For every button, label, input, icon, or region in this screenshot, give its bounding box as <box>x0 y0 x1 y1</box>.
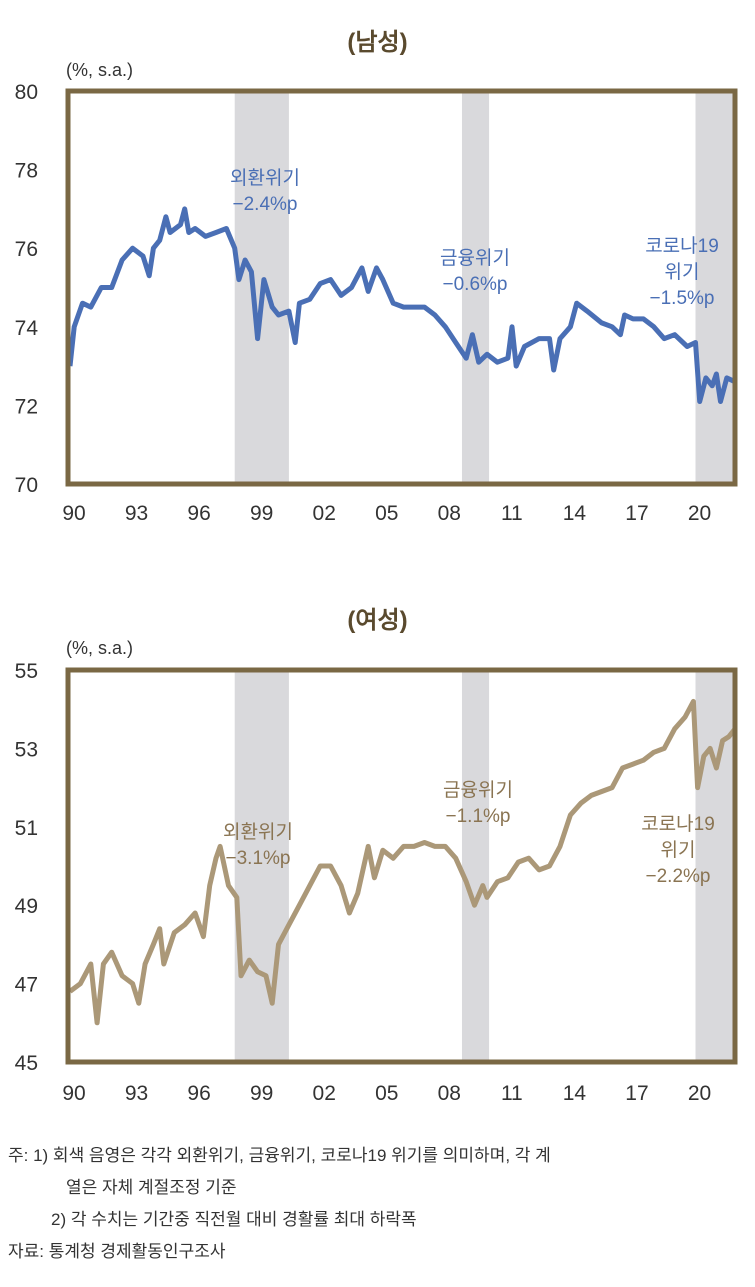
y-tick-label: 47 <box>15 974 38 997</box>
annotation-label: 코로나19 <box>645 236 719 257</box>
female-chart-title: (여성) <box>347 607 408 634</box>
y-tick-label: 74 <box>15 317 39 340</box>
y-tick-label: 55 <box>15 660 38 683</box>
female-unit-label: (%, s.a.) <box>66 638 134 658</box>
male-unit-label: (%, s.a.) <box>66 60 134 80</box>
annotation-label: 금융위기 <box>440 248 510 269</box>
x-tick-label: 17 <box>625 502 648 525</box>
x-tick-label: 11 <box>501 502 523 525</box>
note-1: 주: 1) 회색 음영은 각각 외환위기, 금융위기, 코로나19 위기를 의미… <box>8 1146 551 1165</box>
female-annotation-financial-crisis: 금융위기 −1.1%p <box>418 778 538 830</box>
annotation-value: −1.5%p <box>649 288 715 309</box>
male-chart-title: (남성) <box>347 29 408 56</box>
annotation-label: 외환위기 <box>230 168 300 189</box>
x-tick-label: 93 <box>125 502 148 525</box>
x-tick-label: 08 <box>438 502 461 525</box>
annotation-label: 위기 <box>660 840 696 861</box>
x-tick-label: 14 <box>563 502 587 525</box>
x-tick-label: 90 <box>62 1082 85 1105</box>
x-tick-label: 02 <box>313 502 336 525</box>
female-annotation-covid-crisis: 코로나19 위기 −2.2%p <box>618 812 738 890</box>
footnotes: 주: 1) 회색 음영은 각각 외환위기, 금융위기, 코로나19 위기를 의미… <box>8 1140 551 1268</box>
x-tick-label: 02 <box>313 1082 336 1105</box>
plot-frame <box>65 88 738 487</box>
x-tick-label: 96 <box>187 502 210 525</box>
annotation-label: 코로나19 <box>641 814 715 835</box>
male-annotation-covid-crisis: 코로나19 위기 −1.5%p <box>622 234 742 312</box>
y-tick-label: 80 <box>15 81 38 104</box>
y-tick-label: 76 <box>15 238 38 261</box>
y-tick-label: 72 <box>15 395 38 418</box>
annotation-value: −3.1%p <box>225 848 291 869</box>
y-tick-label: 51 <box>15 817 38 840</box>
y-tick-label: 49 <box>15 895 38 918</box>
source: 자료: 통계청 경제활동인구조사 <box>8 1242 226 1261</box>
x-tick-label: 99 <box>250 1082 273 1105</box>
x-tick-label: 96 <box>187 1082 210 1105</box>
annotation-value: −1.1%p <box>445 806 511 827</box>
x-tick-label: 99 <box>250 502 273 525</box>
annotation-value: −2.2%p <box>645 866 711 887</box>
plot-frame <box>65 667 738 1065</box>
note-1-continued: 열은 자체 계절조정 기준 <box>66 1178 237 1197</box>
series-line <box>67 206 737 404</box>
annotation-label: 위기 <box>664 262 700 283</box>
male-annotation-fx-crisis: 외환위기 −2.4%p <box>205 166 325 218</box>
x-tick-label: 90 <box>62 502 85 525</box>
x-tick-label: 93 <box>125 1082 148 1105</box>
annotation-value: −2.4%p <box>232 194 298 215</box>
x-tick-label: 20 <box>688 1082 711 1105</box>
y-tick-label: 70 <box>15 474 38 497</box>
x-tick-label: 08 <box>438 1082 461 1105</box>
y-tick-label: 78 <box>15 160 38 183</box>
annotation-value: −0.6%p <box>442 274 508 295</box>
x-tick-label: 05 <box>375 502 398 525</box>
x-tick-label: 05 <box>375 1082 398 1105</box>
series-line <box>68 698 738 1026</box>
annotation-label: 금융위기 <box>443 780 513 801</box>
male-annotation-financial-crisis: 금융위기 −0.6%p <box>415 246 535 298</box>
annotation-label: 외환위기 <box>223 822 293 843</box>
x-tick-label: 11 <box>501 1082 523 1105</box>
y-tick-label: 45 <box>15 1052 38 1075</box>
crisis-shade <box>461 670 490 1062</box>
y-tick-label: 53 <box>15 738 38 761</box>
x-tick-label: 20 <box>688 502 711 525</box>
x-tick-label: 14 <box>563 1082 587 1105</box>
x-tick-label: 17 <box>625 1082 648 1105</box>
crisis-shade <box>461 91 490 484</box>
crisis-shade <box>695 91 735 484</box>
female-annotation-fx-crisis: 외환위기 −3.1%p <box>198 820 318 872</box>
note-2: 2) 각 수치는 기간중 직전월 대비 경활률 최대 하락폭 <box>51 1210 417 1229</box>
crisis-shade <box>234 670 289 1062</box>
